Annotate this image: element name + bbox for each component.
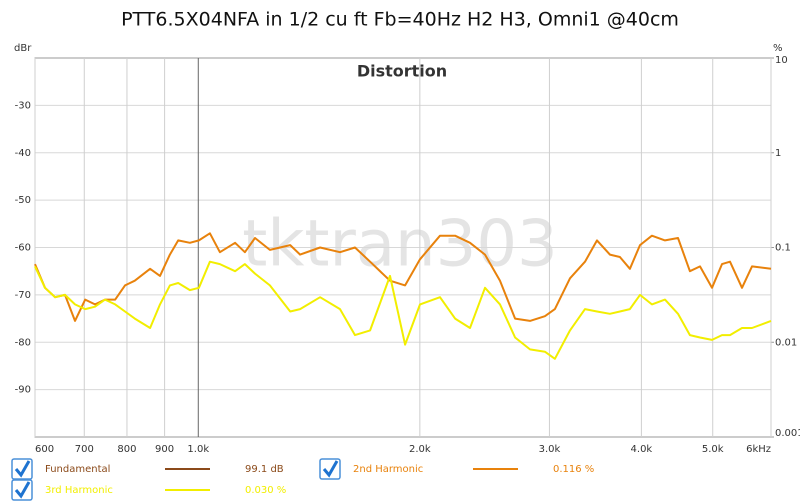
legend-reading: 99.1 dB bbox=[245, 464, 284, 475]
legend-reading: 0.030 % bbox=[245, 485, 286, 496]
legend-reading: 0.116 % bbox=[553, 464, 594, 475]
y-tick-label: -50 bbox=[15, 195, 31, 206]
chart-title: PTT6.5X04NFA in 1/2 cu ft Fb=40Hz H2 H3,… bbox=[121, 9, 679, 31]
legend-label: Fundamental bbox=[45, 464, 110, 475]
x-tick-label: 5.0k bbox=[702, 444, 724, 455]
x-tick-label: 1.0k bbox=[187, 444, 209, 455]
watermark: tktran303 bbox=[242, 208, 558, 282]
y2-tick-label: 0.1 bbox=[775, 243, 791, 254]
y-tick-label: -40 bbox=[15, 148, 31, 159]
x-tick-label: 6kHz bbox=[746, 444, 771, 455]
legend-check bbox=[322, 460, 339, 478]
y2-tick-label: 0.01 bbox=[775, 337, 797, 348]
x-tick-label: 4.0k bbox=[631, 444, 653, 455]
y2-tick-label: 0.001 bbox=[775, 428, 800, 439]
series-line bbox=[34, 260, 772, 360]
x-tick-label: 900 bbox=[155, 444, 174, 455]
x-tick-label: 2.0k bbox=[409, 444, 431, 455]
y-tick-label: -30 bbox=[15, 100, 31, 111]
y2-tick-label: 10 bbox=[775, 55, 788, 66]
chart-subtitle: Distortion bbox=[357, 62, 447, 81]
legend-check bbox=[14, 460, 31, 478]
legend-check bbox=[14, 481, 31, 499]
y-tick-label: -80 bbox=[15, 337, 31, 348]
y-tick-label: -90 bbox=[15, 385, 31, 396]
x-tick-label: 600 bbox=[35, 444, 54, 455]
x-tick-label: 800 bbox=[117, 444, 136, 455]
x-tick-label: 700 bbox=[75, 444, 94, 455]
legend-label: 2nd Harmonic bbox=[353, 464, 423, 475]
x-tick-label: 3.0k bbox=[539, 444, 561, 455]
y2-axis-label: % bbox=[773, 43, 783, 54]
y2-tick-label: 1 bbox=[775, 148, 781, 159]
y-tick-label: -70 bbox=[15, 290, 31, 301]
legend-label: 3rd Harmonic bbox=[45, 485, 113, 496]
series-line bbox=[34, 232, 772, 322]
y-tick-label: -60 bbox=[15, 243, 31, 254]
y-axis-label: dBr bbox=[14, 43, 32, 54]
